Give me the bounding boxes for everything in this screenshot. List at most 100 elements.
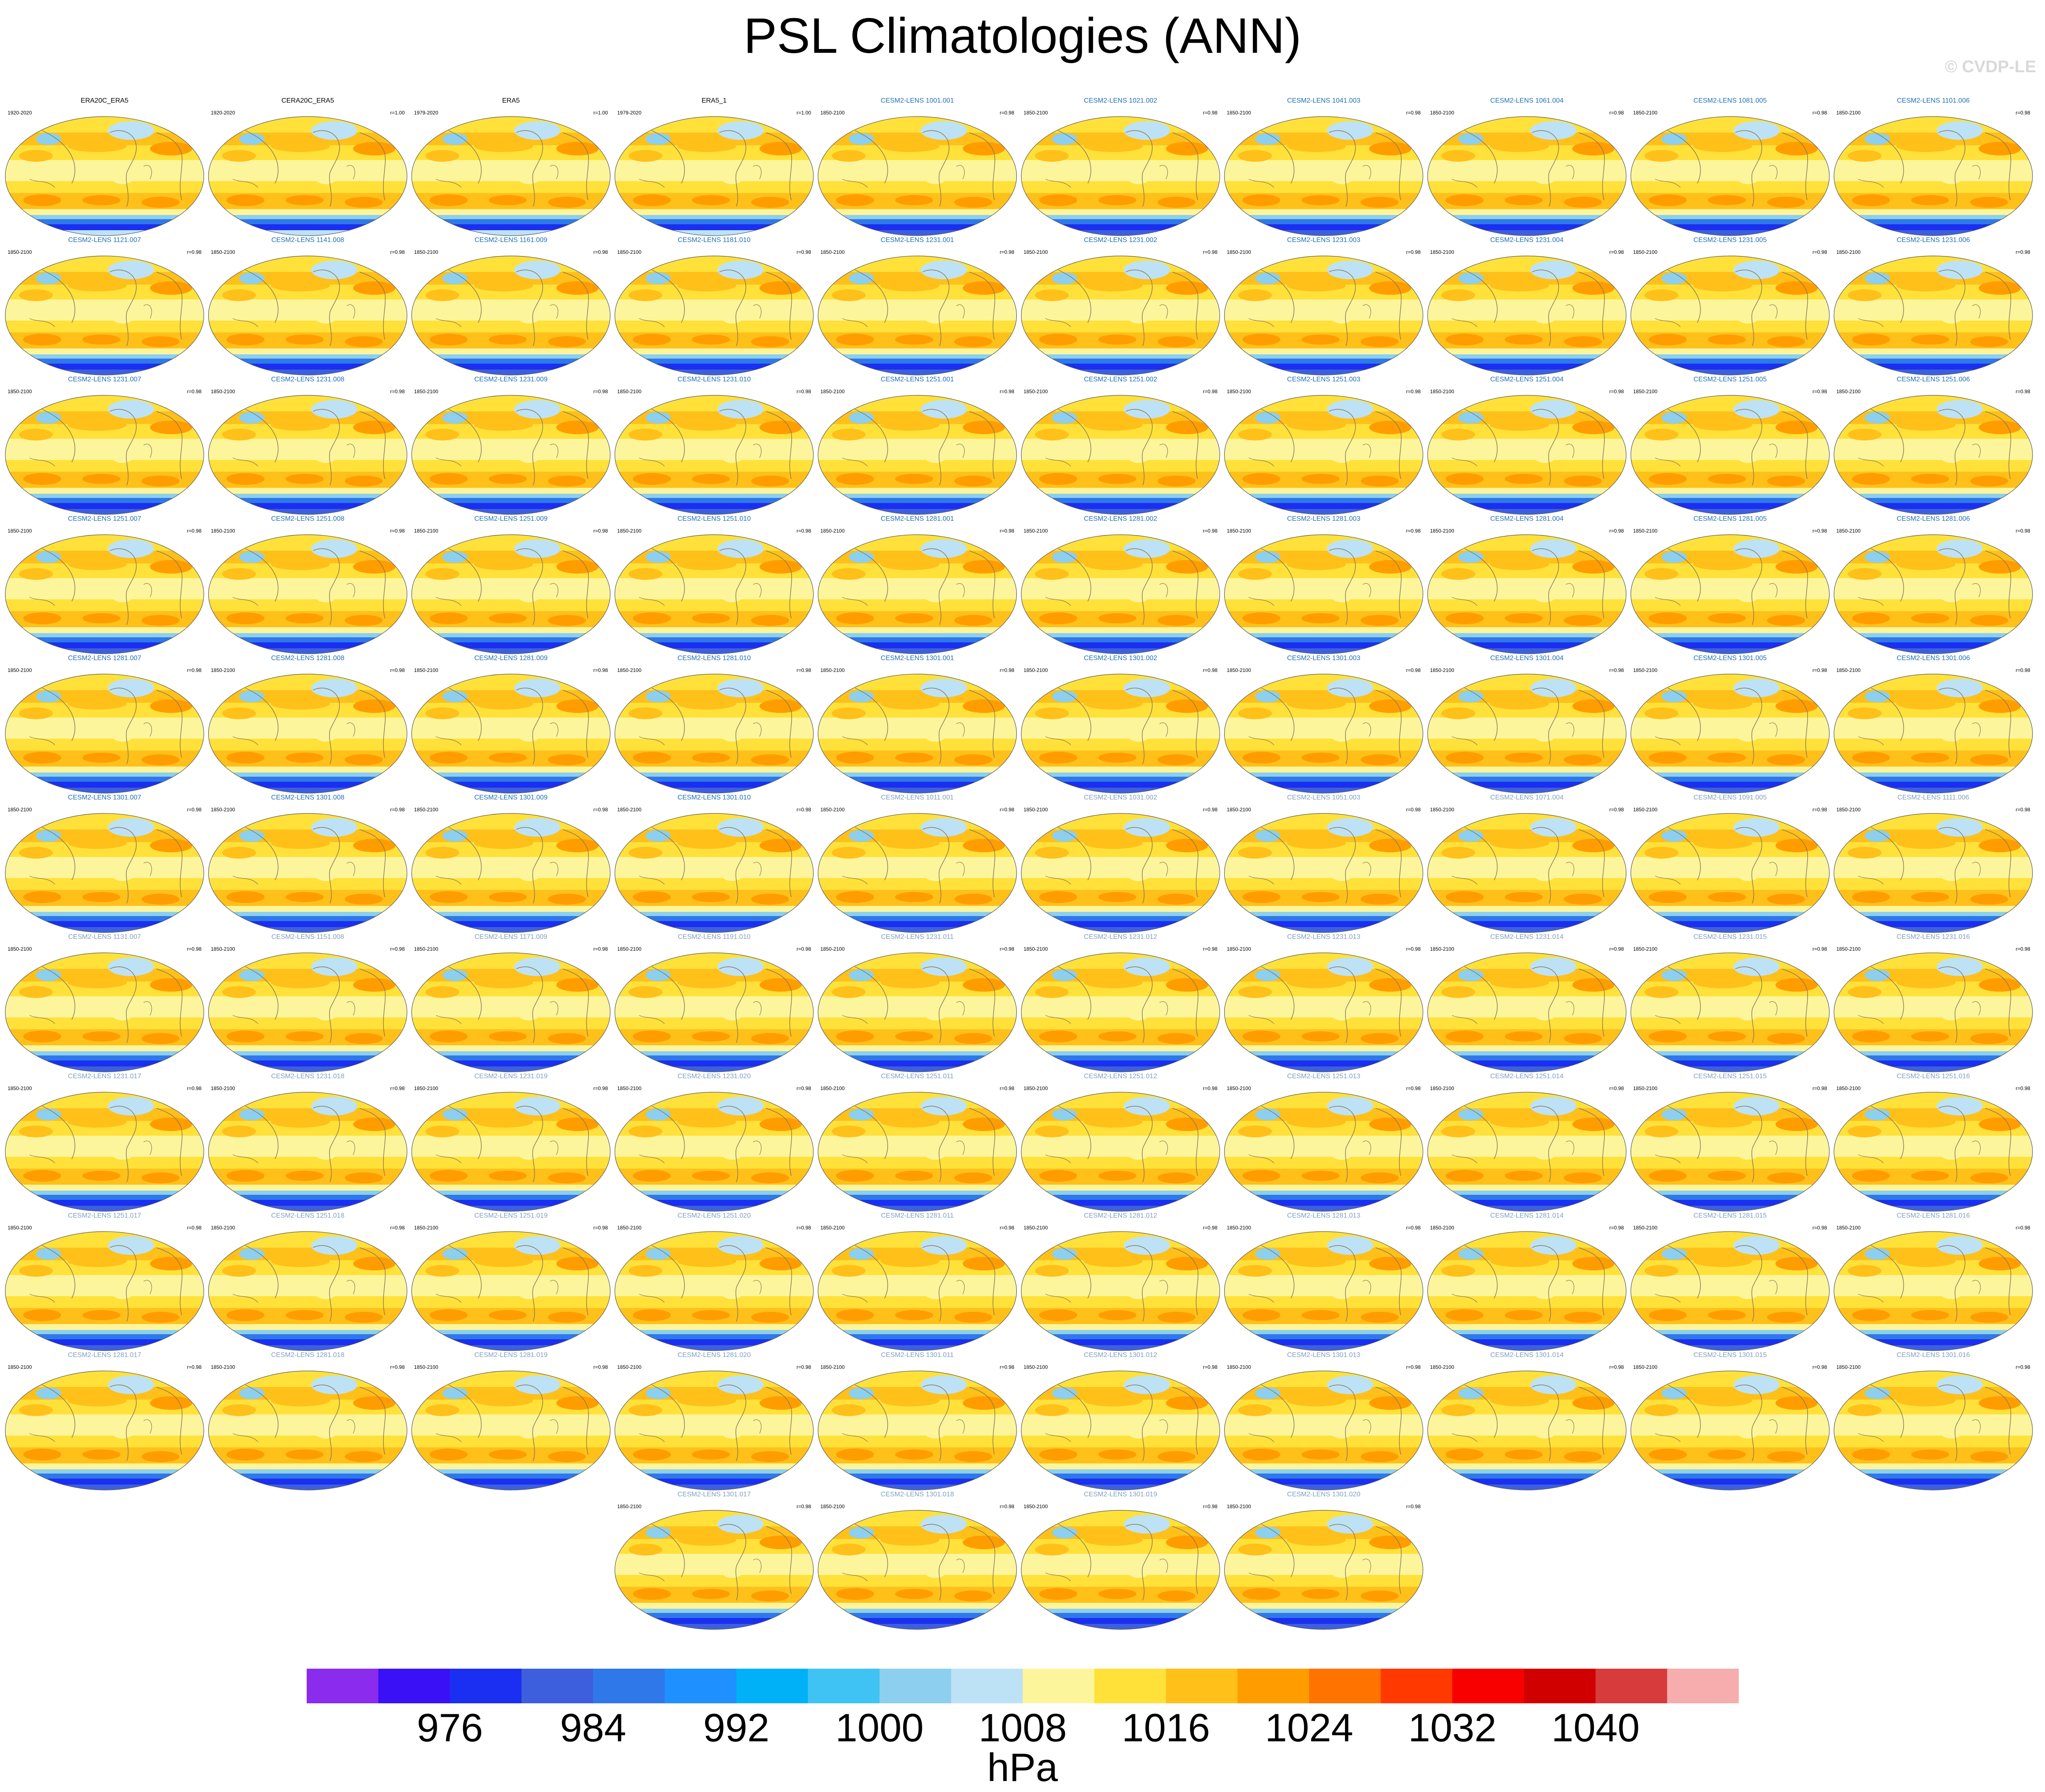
panel-title: CESM2-LENS 1231.003 [1287, 237, 1361, 244]
map-panel: CESM2-LENS 1231.009 1850-2100 r=0.98 [411, 376, 611, 515]
psl-map [614, 1092, 814, 1212]
panel-title: CESM2-LENS 1281.016 [1896, 1212, 1970, 1219]
map-panel: CESM2-LENS 1251.006 1850-2100 r=0.98 [1833, 376, 2034, 515]
panel-years: 1850-2100 [1633, 1085, 1658, 1091]
panel-title: CESM2-LENS 1281.008 [271, 655, 345, 662]
map-panel: CESM2-LENS 1191.010 1850-2100 r=0.98 [614, 933, 814, 1073]
psl-map [1427, 674, 1627, 794]
panel-years: 1850-2100 [1024, 528, 1048, 534]
panel-title: CESM2-LENS 1231.013 [1287, 933, 1361, 941]
panel-title: CESM2-LENS 1251.019 [474, 1212, 548, 1219]
panel-title: CESM2-LENS 1281.014 [1490, 1212, 1564, 1219]
panel-pattern-correlation: r=0.98 [390, 528, 405, 534]
panel-pattern-correlation: r=0.98 [187, 946, 202, 952]
map-panel: CESM2-LENS 1151.008 1850-2100 r=0.98 [207, 933, 408, 1073]
map-panel: CESM2-LENS 1231.007 1850-2100 r=0.98 [4, 376, 205, 515]
panel-title: CESM2-LENS 1141.008 [271, 237, 344, 244]
panel-pattern-correlation: r=0.98 [1812, 110, 1827, 116]
psl-map [614, 1510, 814, 1630]
panel-title: CESM2-LENS 1051.003 [1287, 794, 1361, 801]
panel-pattern-correlation: r=0.98 [390, 389, 405, 394]
panel-years: 1850-2100 [1024, 1504, 1048, 1509]
map-panel: CESM2-LENS 1301.008 1850-2100 r=0.98 [207, 794, 408, 933]
panel-pattern-correlation: r=0.98 [999, 1085, 1014, 1091]
map-panel: ERA5 1979-2020 r=1.00 [411, 97, 611, 237]
map-panel: CESM2-LENS 1231.006 1850-2100 r=0.98 [1833, 237, 2034, 376]
map-panel: CESM2-LENS 1251.004 1850-2100 r=0.98 [1427, 376, 1627, 515]
map-panel: CESM2-LENS 1281.003 1850-2100 r=0.98 [1223, 515, 1424, 655]
colorbar-swatch [808, 1669, 880, 1703]
colorbar-swatch [1452, 1669, 1524, 1703]
panel-title: CESM2-LENS 1231.009 [474, 376, 548, 383]
psl-map [1021, 256, 1220, 375]
map-panel: CESM2-LENS 1281.004 1850-2100 r=0.98 [1427, 515, 1627, 655]
panel-title: CESM2-LENS 1301.001 [880, 655, 954, 662]
map-panel: CESM2-LENS 1231.016 1850-2100 r=0.98 [1833, 933, 2034, 1073]
panel-pattern-correlation: r=1.00 [390, 110, 405, 116]
panel-years: 1850-2100 [1836, 1364, 1861, 1370]
panel-years: 1850-2100 [617, 1225, 642, 1231]
map-panel: ERA20C_ERA5 1920-2020 [4, 97, 205, 237]
panel-title: CESM2-LENS 1251.009 [474, 515, 548, 522]
panel-pattern-correlation: r=0.98 [1406, 389, 1421, 394]
map-panel: CESM2-LENS 1231.015 1850-2100 r=0.98 [1630, 933, 1830, 1073]
psl-map [614, 256, 814, 375]
psl-map [614, 1231, 814, 1351]
map-panel: CESM2-LENS 1281.006 1850-2100 r=0.98 [1833, 515, 2034, 655]
psl-map [1630, 1371, 1830, 1490]
panel-title: CESM2-LENS 1231.001 [880, 237, 954, 244]
psl-map [1630, 674, 1830, 794]
panel-pattern-correlation: r=0.98 [593, 946, 608, 952]
psl-map [1021, 674, 1220, 794]
psl-map [1427, 952, 1627, 1072]
map-panel: CESM2-LENS 1281.012 1850-2100 r=0.98 [1020, 1212, 1221, 1351]
panel-title: CESM2-LENS 1231.007 [68, 376, 142, 383]
panel-title: CESM2-LENS 1251.011 [881, 1073, 954, 1080]
colorbar-swatch [1596, 1669, 1667, 1703]
psl-map [5, 813, 204, 933]
panel-title: CERA20C_ERA5 [281, 97, 334, 104]
psl-map [817, 256, 1017, 375]
colorbar [307, 1669, 1739, 1703]
panel-title: CESM2-LENS 1251.020 [677, 1212, 751, 1219]
panel-years: 1850-2100 [414, 249, 438, 255]
map-panel: CESM2-LENS 1251.017 1850-2100 r=0.98 [4, 1212, 205, 1351]
panel-years: 1850-2100 [1836, 249, 1861, 255]
psl-map [1021, 952, 1220, 1072]
panel-years: 1850-2100 [211, 1225, 235, 1231]
panel-title: CESM2-LENS 1251.010 [677, 515, 751, 522]
panel-years: 1850-2100 [820, 1364, 845, 1370]
colorbar-swatch [1524, 1669, 1596, 1703]
map-panel: CESM2-LENS 1251.014 1850-2100 r=0.98 [1427, 1073, 1627, 1212]
psl-map [1021, 116, 1220, 236]
panel-pattern-correlation: r=0.98 [2015, 946, 2030, 952]
psl-map [5, 1371, 204, 1490]
panel-title: CESM2-LENS 1281.007 [68, 655, 142, 662]
panel-pattern-correlation: r=0.98 [390, 667, 405, 673]
panel-title: CESM2-LENS 1161.009 [474, 237, 547, 244]
psl-map [411, 256, 611, 375]
panel-title: CESM2-LENS 1301.020 [1287, 1491, 1361, 1498]
colorbar-tick-label: 1040 [1551, 1705, 1640, 1750]
map-panel: CESM2-LENS 1281.015 1850-2100 r=0.98 [1630, 1212, 1830, 1351]
watermark: © CVDP-LE [1944, 57, 2036, 76]
panel-years: 1850-2100 [1227, 946, 1251, 952]
panel-years: 1850-2100 [1024, 110, 1048, 116]
panel-title: CESM2-LENS 1111.006 [1897, 794, 1969, 801]
panel-pattern-correlation: r=0.98 [1609, 389, 1624, 394]
panel-years: 1850-2100 [1024, 389, 1048, 394]
panel-years: 1850-2100 [414, 389, 438, 394]
panel-years: 1850-2100 [8, 946, 32, 952]
panel-years: 1850-2100 [1227, 807, 1251, 813]
panel-title: CESM2-LENS 1231.004 [1490, 237, 1564, 244]
panel-years: 1850-2100 [617, 1504, 642, 1509]
panel-years: 1850-2100 [820, 1504, 845, 1509]
panel-pattern-correlation: r=0.98 [390, 1085, 405, 1091]
map-panel: CESM2-LENS 1251.009 1850-2100 r=0.98 [411, 515, 611, 655]
panel-title: CESM2-LENS 1131.007 [68, 933, 141, 941]
panel-years: 1850-2100 [1430, 667, 1454, 673]
panel-title: CESM2-LENS 1281.003 [1287, 515, 1361, 522]
panel-pattern-correlation: r=0.98 [796, 807, 811, 813]
panel-years: 1850-2100 [8, 249, 32, 255]
map-panel: CESM2-LENS 1231.011 1850-2100 r=0.98 [817, 933, 1018, 1073]
